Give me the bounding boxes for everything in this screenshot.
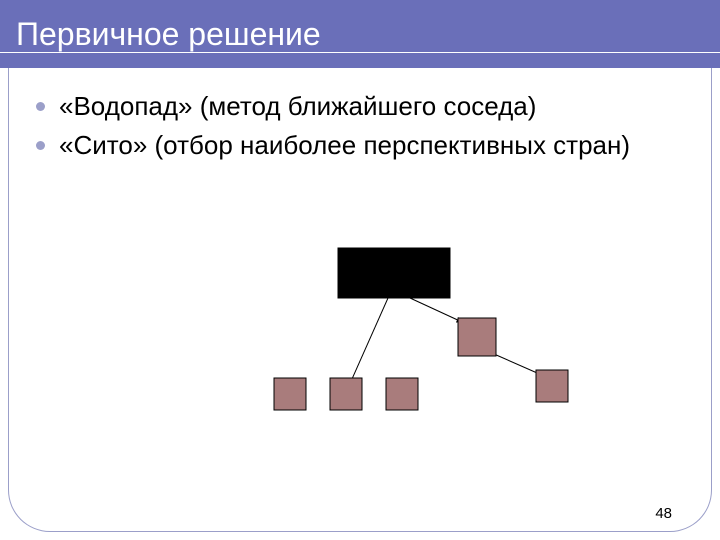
bullet-item: «Сито» (отбор наиболее перспективных стр… bbox=[36, 129, 688, 162]
slide-title: Первичное решение bbox=[16, 16, 321, 53]
slide-header: Первичное решение bbox=[0, 0, 720, 68]
bullet-item: «Водопад» (метод ближайшего соседа) bbox=[36, 90, 688, 123]
bullet-text: «Сито» (отбор наиболее перспективных стр… bbox=[59, 129, 630, 162]
bullet-text: «Водопад» (метод ближайшего соседа) bbox=[59, 90, 536, 123]
page-number: 48 bbox=[655, 505, 672, 522]
bullet-dot-icon bbox=[36, 141, 45, 150]
bullet-list: «Водопад» (метод ближайшего соседа) «Сит… bbox=[36, 90, 688, 167]
bullet-dot-icon bbox=[36, 102, 45, 111]
title-underline bbox=[0, 52, 720, 53]
